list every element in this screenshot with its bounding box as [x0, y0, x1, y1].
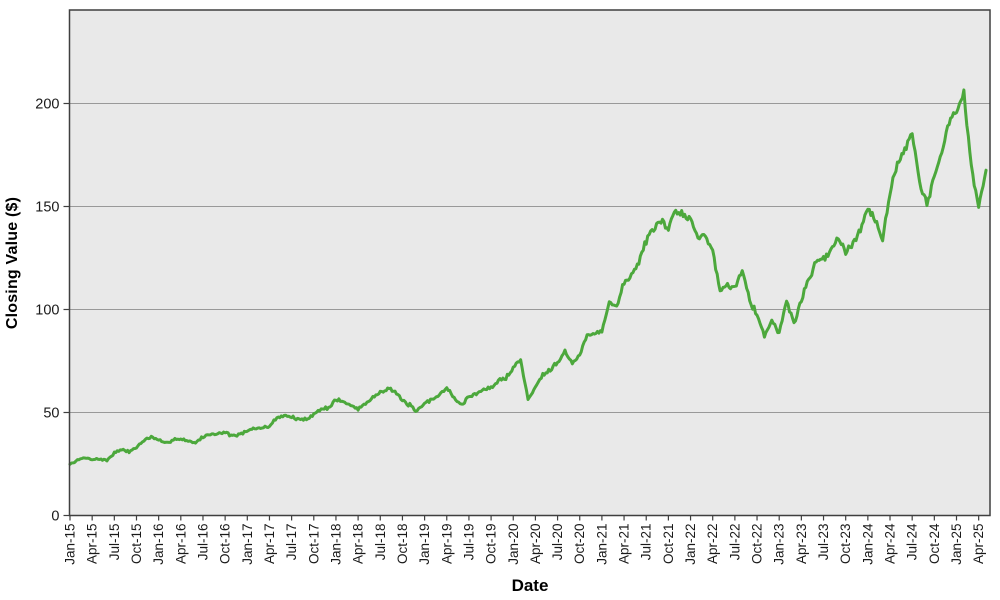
x-tick-label-Oct-18: Oct-18 — [395, 524, 410, 565]
x-tick-label-Jul-19: Jul-19 — [461, 524, 476, 561]
x-tick-label-Jan-24: Jan-24 — [860, 523, 875, 565]
x-tick-label-Jan-20: Jan-20 — [506, 524, 521, 565]
closing-value-line-series — [68, 88, 988, 466]
y-axis-title: Closing Value ($) — [4, 196, 21, 330]
x-tick-label-Apr-18: Apr-18 — [351, 524, 366, 565]
plot-background — [69, 10, 990, 516]
x-tick-label-Apr-19: Apr-19 — [439, 524, 454, 565]
x-tick-label-Oct-23: Oct-23 — [838, 524, 853, 565]
x-tick-label-Apr-20: Apr-20 — [528, 524, 543, 565]
x-tick-label-Oct-17: Oct-17 — [306, 524, 321, 565]
x-tick-label-Apr-16: Apr-16 — [173, 524, 188, 565]
x-tick-label-Jan-18: Jan-18 — [328, 524, 343, 565]
x-tick-label-Apr-21: Apr-21 — [617, 524, 632, 565]
x-tick-label-Jul-21: Jul-21 — [639, 524, 654, 561]
x-tick-label-Jul-18: Jul-18 — [373, 524, 388, 561]
x-tick-label-Jul-24: Jul-24 — [905, 523, 920, 560]
x-tick-label-Jul-15: Jul-15 — [107, 524, 122, 561]
y-tick-label-200: 200 — [35, 97, 59, 113]
x-tick-label-Jan-17: Jan-17 — [240, 524, 255, 565]
x-tick-label-Apr-24: Apr-24 — [883, 523, 898, 564]
x-tick-label-Jan-25: Jan-25 — [949, 524, 964, 565]
x-tick-label-Apr-17: Apr-17 — [262, 524, 277, 565]
x-tick-label-Oct-16: Oct-16 — [218, 524, 233, 565]
y-tick-label-100: 100 — [35, 303, 59, 319]
x-tick-label-Apr-22: Apr-22 — [705, 524, 720, 565]
y-tick-label-150: 150 — [35, 200, 59, 216]
x-tick-label-Jan-16: Jan-16 — [151, 524, 166, 565]
y-tick-label-0: 0 — [51, 509, 59, 525]
plot-border — [68, 9, 991, 517]
x-tick-label-Jan-15: Jan-15 — [63, 524, 78, 565]
x-tick-label-Jul-20: Jul-20 — [550, 524, 565, 561]
x-tick-label-Oct-24: Oct-24 — [927, 523, 942, 564]
x-tick-label-Oct-21: Oct-21 — [661, 524, 676, 565]
x-tick-label-Jan-19: Jan-19 — [417, 524, 432, 565]
x-axis-title: Date — [511, 576, 549, 595]
x-tick-label-Apr-15: Apr-15 — [85, 524, 100, 565]
x-tick-label-Jan-23: Jan-23 — [772, 524, 787, 565]
x-tick-label-Oct-20: Oct-20 — [572, 524, 587, 565]
x-tick-label-Jan-22: Jan-22 — [683, 524, 698, 565]
x-tick-label-Jul-22: Jul-22 — [727, 524, 742, 561]
x-tick-label-Apr-23: Apr-23 — [794, 524, 809, 565]
x-tick-label-Oct-22: Oct-22 — [750, 524, 765, 565]
x-tick-label-Apr-25: Apr-25 — [971, 524, 986, 565]
x-tick-label-Jan-21: Jan-21 — [594, 524, 609, 565]
y-tick-label-50: 50 — [43, 406, 59, 422]
x-tick-label-Jul-17: Jul-17 — [284, 524, 299, 561]
x-tick-label-Jul-23: Jul-23 — [816, 524, 831, 561]
x-tick-label-Oct-15: Oct-15 — [129, 524, 144, 565]
x-tick-label-Oct-19: Oct-19 — [484, 524, 499, 565]
x-tick-label-Jul-16: Jul-16 — [195, 524, 210, 561]
